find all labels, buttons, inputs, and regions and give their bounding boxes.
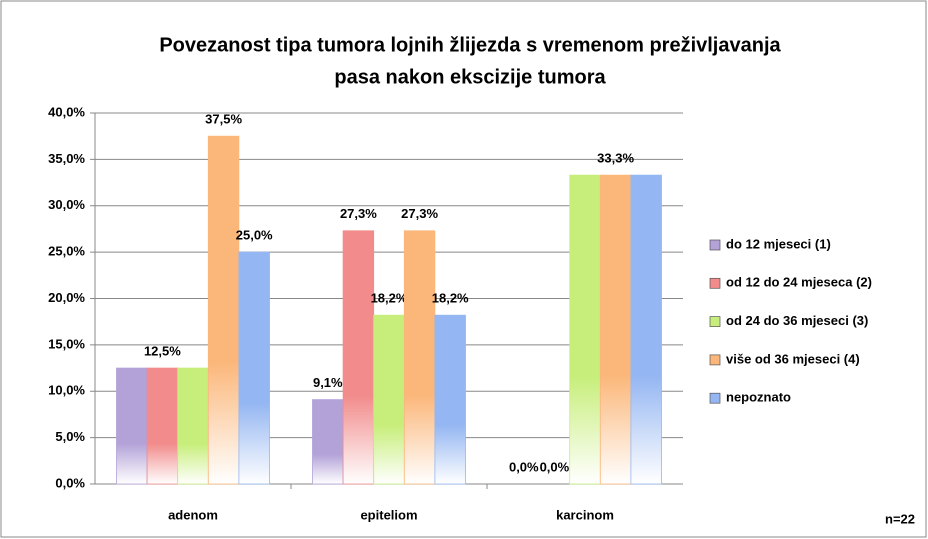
y-tick-label: 10,0% <box>48 383 85 398</box>
legend-swatch <box>709 354 721 366</box>
bar <box>312 399 344 485</box>
bar <box>569 174 601 485</box>
legend-swatch <box>709 277 721 289</box>
bar <box>238 251 270 485</box>
y-tick-label: 25,0% <box>48 244 85 259</box>
legend-swatch <box>709 392 721 404</box>
legend-swatch <box>709 316 721 327</box>
chart-title: Povezanost tipa tumora lojnih žlijezda s… <box>159 34 781 56</box>
data-label: 33,3% <box>597 151 634 166</box>
bar <box>177 367 209 485</box>
legend-label: više od 36 mjeseci (4) <box>726 351 860 366</box>
x-tick-label: epiteliom <box>360 507 417 522</box>
y-tick-label: 15,0% <box>48 336 85 351</box>
legend-label: od 12 do 24 mjeseca (2) <box>726 275 872 290</box>
legend-label: od 24 do 36 mjeseci (3) <box>726 313 868 328</box>
bar <box>116 367 148 485</box>
bar <box>434 314 466 485</box>
y-tick-label: 20,0% <box>48 290 85 305</box>
legend-swatch <box>709 239 721 251</box>
bar <box>373 314 405 485</box>
data-label: 18,2% <box>432 291 469 306</box>
data-label: 18,2% <box>371 291 408 306</box>
y-tick-label: 0,0% <box>55 475 85 490</box>
bar <box>630 174 662 485</box>
legend-label: do 12 mjeseci (1) <box>726 236 831 251</box>
data-label: 25,0% <box>236 228 273 243</box>
data-label: 0,0% <box>540 459 570 474</box>
data-label: 9,1% <box>313 375 343 390</box>
bar <box>207 135 240 485</box>
bar <box>403 230 436 485</box>
x-tick-label: adenom <box>168 507 218 522</box>
data-label: 0,0% <box>509 459 539 474</box>
bar <box>599 174 632 485</box>
x-tick-label: karcinom <box>556 507 614 522</box>
y-tick-label: 30,0% <box>48 197 85 212</box>
y-tick-label: 40,0% <box>48 104 85 119</box>
y-tick-label: 5,0% <box>55 429 85 444</box>
bar <box>146 367 179 485</box>
data-label: 12,5% <box>144 344 181 359</box>
data-label: 27,3% <box>401 206 438 221</box>
bar <box>342 230 375 485</box>
annotation: n=22 <box>885 511 915 526</box>
chart-title: pasa nakon ekscizije tumora <box>334 66 606 88</box>
legend-label: nepoznato <box>726 390 791 405</box>
data-label: 37,5% <box>205 112 242 127</box>
y-tick-label: 35,0% <box>48 151 85 166</box>
data-label: 27,3% <box>340 206 377 221</box>
